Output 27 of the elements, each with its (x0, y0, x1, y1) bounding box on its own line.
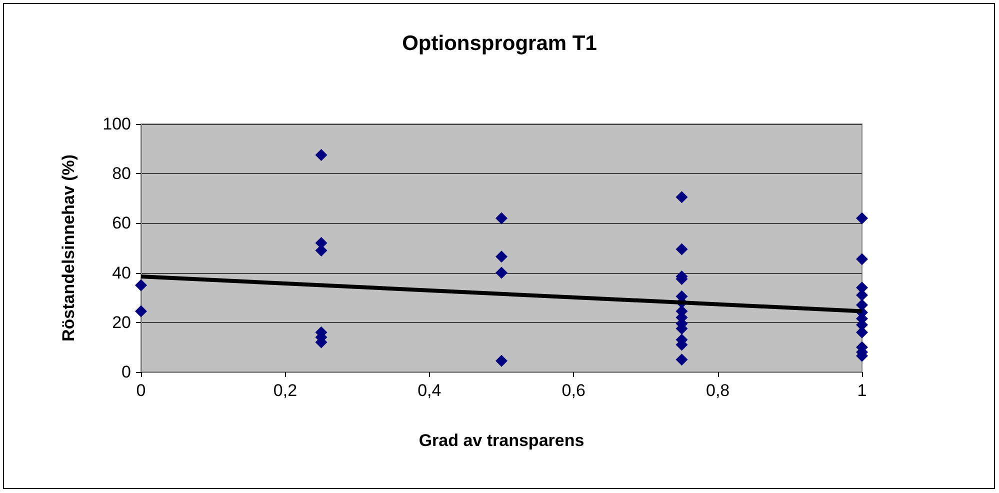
point (856, 253, 868, 266)
x-tick-label: 0,2 (273, 381, 298, 400)
point (676, 243, 688, 256)
point (496, 250, 508, 263)
x-tick-label: 0,4 (418, 381, 442, 400)
y-tick-label: 80 (112, 164, 131, 184)
point (135, 305, 147, 318)
x-tick-label: 1 (857, 381, 867, 400)
x-axis-title: Grad av transparens (418, 431, 584, 450)
y-axis-title: Röstandelsinnehav (%) (59, 154, 78, 342)
point (496, 354, 508, 367)
point (676, 354, 688, 366)
y-tick-label: 0 (122, 362, 131, 382)
x-tick-label: 0,6 (562, 381, 586, 400)
point (496, 266, 508, 279)
y-tick-label: 60 (112, 214, 131, 233)
chart-title: Optionsprogram T1 (402, 32, 598, 55)
y-tick-label: 100 (102, 114, 131, 134)
point (315, 149, 328, 161)
x-tick-label: 0 (136, 381, 146, 400)
point (676, 191, 688, 204)
x-tick-label: 0,8 (706, 381, 730, 400)
point (135, 279, 147, 292)
point (496, 212, 508, 224)
y-tick-label: 40 (112, 263, 131, 282)
point (856, 212, 868, 224)
y-tick-label: 20 (112, 312, 131, 332)
